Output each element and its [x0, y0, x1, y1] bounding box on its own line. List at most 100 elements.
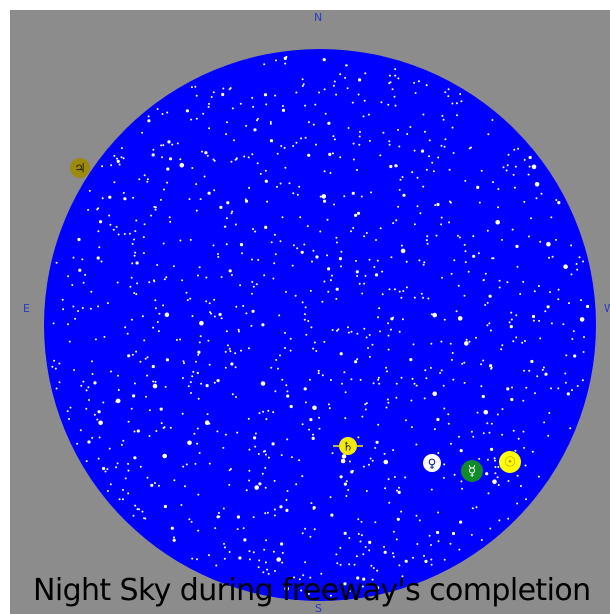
star	[185, 291, 188, 294]
star	[486, 458, 489, 461]
svg-text:♄: ♄	[343, 440, 354, 454]
star	[329, 496, 332, 499]
star	[280, 145, 283, 147]
star	[331, 452, 334, 455]
star	[515, 336, 518, 339]
star	[130, 318, 133, 321]
star	[452, 378, 455, 381]
star	[428, 534, 431, 537]
star	[393, 476, 396, 478]
star	[94, 338, 97, 341]
star	[166, 181, 169, 184]
star	[102, 466, 106, 471]
star	[440, 340, 443, 343]
star	[402, 193, 406, 197]
star	[378, 307, 381, 310]
star	[195, 117, 198, 120]
star	[344, 417, 347, 420]
star	[229, 468, 232, 470]
star	[528, 369, 531, 372]
star	[263, 93, 268, 97]
star	[463, 381, 466, 384]
star	[356, 211, 361, 215]
star	[457, 284, 460, 287]
star	[126, 332, 129, 335]
star	[222, 507, 225, 510]
star	[120, 147, 123, 150]
star	[301, 301, 304, 304]
star	[146, 374, 149, 377]
star	[143, 223, 146, 226]
star	[418, 519, 421, 522]
star	[108, 447, 111, 450]
star	[173, 479, 176, 482]
star	[183, 485, 186, 488]
star	[569, 427, 572, 430]
star	[55, 387, 58, 390]
star	[113, 154, 116, 157]
star	[323, 280, 326, 283]
star	[436, 530, 440, 535]
star	[319, 230, 322, 233]
star	[485, 472, 489, 476]
star	[494, 472, 497, 475]
star	[525, 498, 527, 501]
svg-text:♀: ♀	[428, 457, 437, 471]
star	[416, 205, 419, 208]
star	[261, 472, 264, 475]
star	[387, 401, 390, 404]
star	[422, 296, 425, 299]
star	[425, 239, 428, 242]
star	[224, 433, 227, 436]
star	[354, 360, 358, 364]
star	[313, 341, 316, 344]
star	[226, 121, 228, 124]
star	[252, 105, 255, 108]
star	[430, 558, 433, 561]
star	[436, 202, 440, 207]
star	[348, 537, 351, 539]
star	[185, 463, 188, 466]
star	[470, 533, 473, 536]
star	[443, 145, 446, 148]
star	[510, 318, 513, 321]
star	[519, 293, 522, 295]
star	[77, 237, 81, 242]
star	[426, 242, 429, 245]
star	[317, 372, 320, 375]
star	[235, 157, 238, 160]
star	[225, 217, 228, 220]
compass-south-label: S	[315, 602, 322, 614]
star	[145, 395, 147, 398]
star	[432, 312, 438, 318]
star	[511, 386, 513, 389]
star	[332, 152, 334, 155]
star	[225, 330, 228, 333]
star	[315, 350, 318, 352]
star	[291, 264, 294, 267]
star	[197, 397, 200, 400]
star	[463, 361, 466, 364]
star	[132, 196, 135, 199]
star	[283, 56, 287, 61]
star	[139, 465, 142, 468]
star	[557, 288, 560, 291]
star	[308, 428, 311, 431]
star	[163, 504, 167, 509]
star	[400, 510, 403, 513]
star	[191, 557, 194, 560]
star	[424, 369, 427, 372]
star	[273, 262, 276, 265]
star	[536, 375, 539, 378]
star	[136, 508, 139, 511]
star	[230, 362, 234, 366]
star	[426, 235, 429, 238]
star	[292, 145, 295, 147]
star	[148, 281, 151, 284]
star	[430, 342, 433, 345]
star	[512, 340, 515, 343]
star	[207, 339, 210, 342]
star	[280, 542, 284, 546]
star	[412, 343, 415, 346]
star	[487, 492, 490, 495]
